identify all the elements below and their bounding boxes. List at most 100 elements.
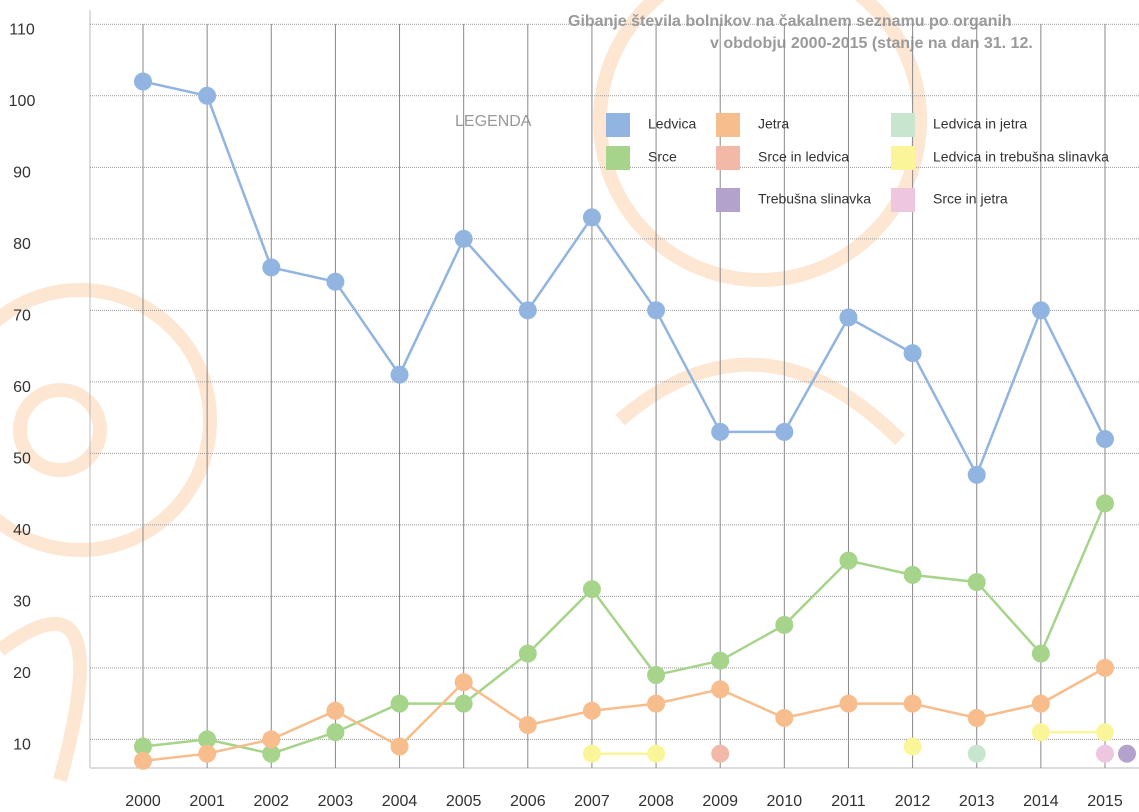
y-tick-label: 20 <box>13 665 31 682</box>
data-point <box>711 745 729 763</box>
y-tick-label: 30 <box>13 594 31 611</box>
data-point <box>519 301 537 319</box>
data-point <box>455 673 473 691</box>
data-point <box>775 616 793 634</box>
chart: Gibanje števila bolnikov na čakalnem sez… <box>0 0 1139 812</box>
series-line <box>143 668 1105 761</box>
y-tick-label: 80 <box>13 236 31 253</box>
data-point <box>391 695 409 713</box>
data-point <box>134 752 152 770</box>
legend-label: Trebušna slinavka <box>758 191 871 207</box>
data-point <box>1096 494 1114 512</box>
x-tick-label: 2015 <box>1087 793 1123 810</box>
legend-swatch <box>606 113 630 137</box>
data-point <box>904 344 922 362</box>
legend-label: Srce <box>648 149 677 165</box>
legend-swatch <box>716 188 740 212</box>
data-point <box>198 87 216 105</box>
data-point <box>968 466 986 484</box>
x-tick-label: 2006 <box>510 793 546 810</box>
x-tick-label: 2002 <box>253 793 289 810</box>
data-point <box>583 580 601 598</box>
data-point <box>904 738 922 756</box>
legend-label: Srce in ledvica <box>758 149 849 165</box>
y-tick-label: 50 <box>13 451 31 468</box>
legend-swatch <box>891 146 915 170</box>
chart-subtitle: v obdobju 2000-2015 (stanje na dan 31. 1… <box>710 35 1033 52</box>
data-point <box>775 423 793 441</box>
legend-label: Jetra <box>758 116 789 132</box>
data-point <box>968 745 986 763</box>
data-point <box>1096 745 1114 763</box>
y-tick-label: 110 <box>9 22 35 39</box>
data-point <box>326 723 344 741</box>
data-point <box>326 702 344 720</box>
legend-label: Ledvica in trebušna slinavka <box>933 149 1109 165</box>
legend-swatch <box>606 146 630 170</box>
data-point <box>711 423 729 441</box>
data-point <box>583 702 601 720</box>
data-point <box>711 652 729 670</box>
y-tick-label: 100 <box>9 93 36 110</box>
x-tick-label: 2012 <box>895 793 931 810</box>
x-tick-label: 2014 <box>1023 793 1059 810</box>
legend-swatch <box>716 113 740 137</box>
x-tick-label: 2000 <box>125 793 161 810</box>
data-point <box>711 680 729 698</box>
data-point <box>1032 723 1050 741</box>
data-point <box>1096 723 1114 741</box>
data-point <box>647 666 665 684</box>
data-point <box>647 695 665 713</box>
data-point <box>519 716 537 734</box>
chart-title: Gibanje števila bolnikov na čakalnem sez… <box>568 13 1012 30</box>
data-point <box>647 745 665 763</box>
data-point <box>839 552 857 570</box>
x-tick-label: 2001 <box>189 793 225 810</box>
data-point <box>647 301 665 319</box>
data-point <box>583 208 601 226</box>
data-point <box>134 73 152 91</box>
x-tick-label: 2008 <box>638 793 674 810</box>
x-tick-label: 2005 <box>446 793 482 810</box>
data-point <box>1032 695 1050 713</box>
data-point <box>198 745 216 763</box>
data-point <box>1032 301 1050 319</box>
x-tick-label: 2010 <box>767 793 803 810</box>
data-point <box>968 573 986 591</box>
y-tick-label: 40 <box>13 522 31 539</box>
y-tick-label: 70 <box>13 308 31 325</box>
data-point <box>1118 745 1136 763</box>
y-tick-label: 60 <box>13 379 31 396</box>
data-point <box>326 273 344 291</box>
x-tick-label: 2013 <box>959 793 995 810</box>
data-point <box>1032 645 1050 663</box>
data-point <box>262 730 280 748</box>
x-tick-label: 2003 <box>318 793 354 810</box>
data-point <box>519 645 537 663</box>
data-point <box>904 695 922 713</box>
data-point <box>455 695 473 713</box>
legend-swatch <box>716 146 740 170</box>
legend-label: Ledvica in jetra <box>933 116 1027 132</box>
legend-title: LEGENDA <box>455 113 532 130</box>
x-tick-label: 2004 <box>382 793 418 810</box>
data-point <box>1096 430 1114 448</box>
data-point <box>391 366 409 384</box>
data-point <box>968 709 986 727</box>
data-point <box>904 566 922 584</box>
y-tick-label: 90 <box>13 165 31 182</box>
data-point <box>455 230 473 248</box>
data-point <box>262 258 280 276</box>
x-tick-label: 2011 <box>831 793 866 810</box>
data-point <box>391 738 409 756</box>
x-tick-label: 2009 <box>702 793 738 810</box>
legend-swatch <box>891 113 915 137</box>
data-point <box>775 709 793 727</box>
legend-label: Ledvica <box>648 116 696 132</box>
legend-label: Srce in jetra <box>933 191 1008 207</box>
legend-swatch <box>891 188 915 212</box>
data-point <box>1096 659 1114 677</box>
data-point <box>839 695 857 713</box>
y-tick-label: 10 <box>13 737 31 754</box>
series-line <box>143 503 1105 753</box>
